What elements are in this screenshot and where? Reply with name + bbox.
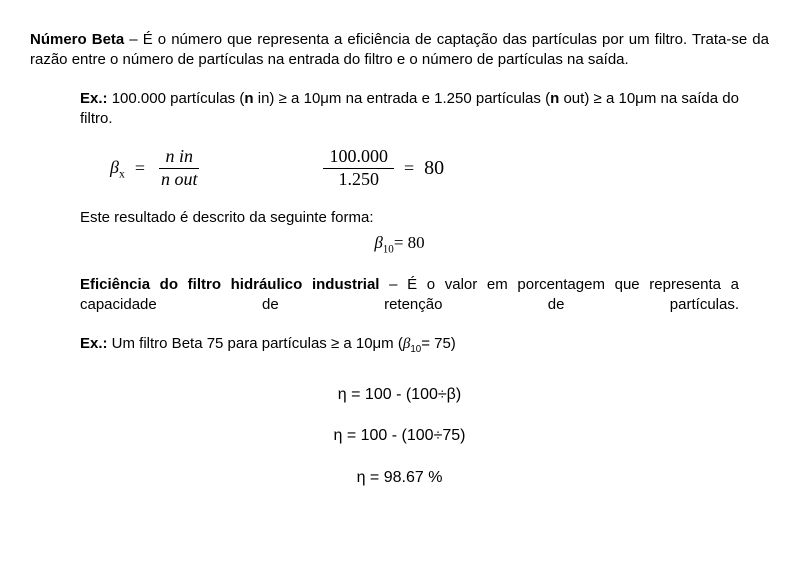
equals-sign-2: =	[404, 156, 414, 180]
example1-text-a: 100.000 partículas (	[108, 90, 245, 107]
example2-sub: 10	[410, 344, 421, 355]
equals-sign: =	[135, 156, 145, 180]
beta-formula-row: βx = n in n out 100.000 1.250 = 80	[80, 147, 769, 190]
beta-result-value: 80	[424, 155, 444, 182]
example1-paragraph: Ex.: 100.000 partículas (n in) ≥ a 10μm …	[80, 89, 739, 130]
fraction-numerator: n in	[159, 147, 199, 169]
example1-text-b: in) ≥ a 10μm na entrada e 1.250 partícul…	[254, 90, 551, 107]
beta-formula-symbolic: βx = n in n out	[80, 147, 203, 190]
beta10-sub: 10	[383, 243, 394, 255]
example2-label: Ex.:	[80, 335, 108, 352]
beta-symbol: βx	[110, 155, 125, 182]
fraction-denominator: n out	[155, 169, 204, 190]
example1-label: Ex.:	[80, 90, 108, 107]
example1-n-in-bold: n	[244, 90, 253, 107]
beta10-value: = 80	[394, 233, 425, 252]
beta10-symbol: β	[374, 233, 382, 252]
beta-term: Número Beta	[30, 31, 124, 48]
beta-definition-paragraph: Número Beta – É o número que representa …	[30, 30, 769, 71]
example1-n-out-bold: n	[550, 90, 559, 107]
symbolic-fraction: n in n out	[155, 147, 204, 190]
eta-line-3: η = 98.67 %	[30, 457, 769, 499]
beta-definition-text: – É o número que representa a eficiência…	[30, 31, 769, 68]
numeric-fraction: 100.000 1.250	[323, 147, 394, 190]
efficiency-term: Eficiência do filtro hidráulico industri…	[80, 276, 379, 293]
eta-line-2: η = 100 - (100÷75)	[30, 415, 769, 457]
result-described-text: Este resultado é descrito da seguinte fo…	[80, 208, 739, 228]
example2-text: Um filtro Beta 75 para partículas ≥ a 10…	[108, 335, 403, 352]
eta-formula-block: η = 100 - (100÷β) η = 100 - (100÷75) η =…	[30, 374, 769, 499]
efficiency-paragraph: Eficiência do filtro hidráulico industri…	[80, 275, 739, 316]
example2-rest: = 75)	[421, 335, 456, 352]
beta-formula-numeric: 100.000 1.250 = 80	[323, 147, 444, 190]
numeric-denominator: 1.250	[332, 169, 385, 190]
beta10-result-line: β10= 80	[30, 232, 769, 257]
document-page: Número Beta – É o número que representa …	[0, 0, 799, 519]
eta-line-1: η = 100 - (100÷β)	[30, 374, 769, 416]
numeric-numerator: 100.000	[323, 147, 394, 169]
example2-paragraph: Ex.: Um filtro Beta 75 para partículas ≥…	[80, 334, 739, 356]
